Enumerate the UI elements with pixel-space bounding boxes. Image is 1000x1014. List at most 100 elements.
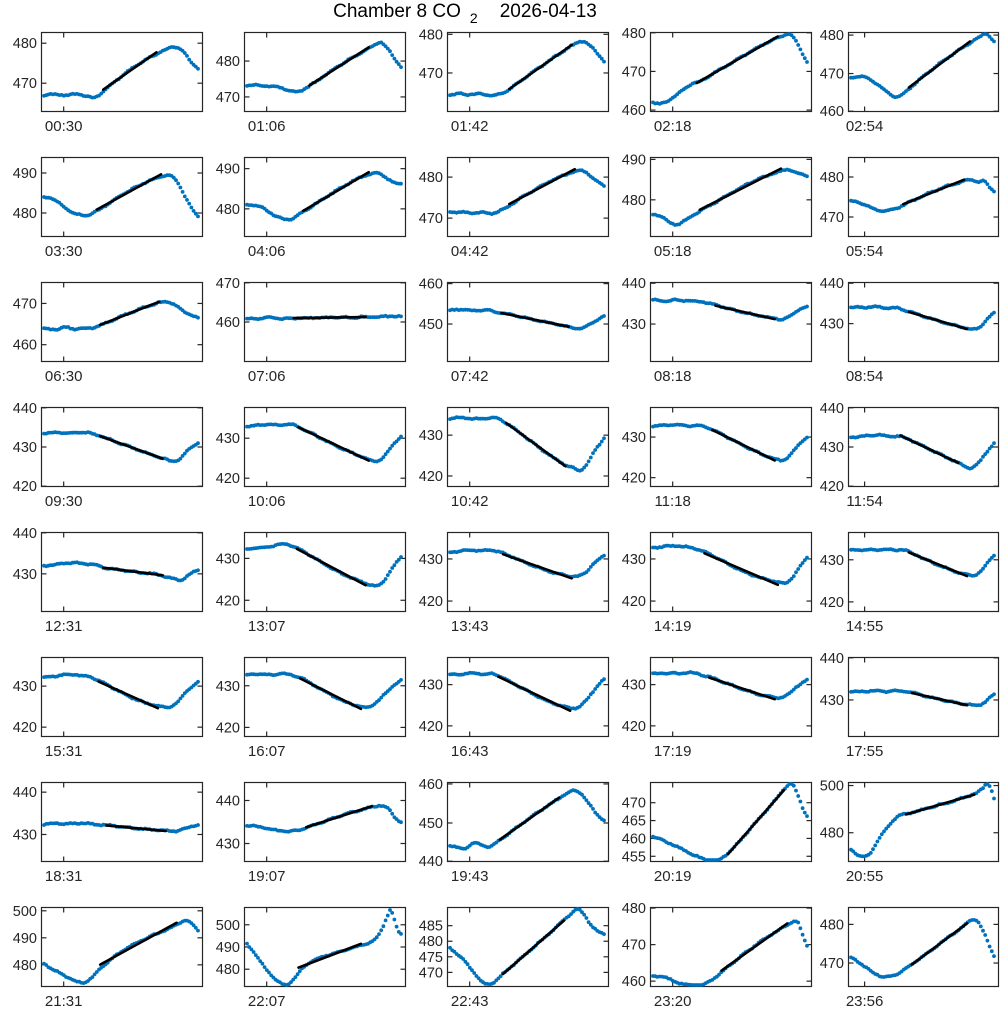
plot-box bbox=[446, 156, 610, 238]
y-tick-label: 480 bbox=[820, 917, 844, 933]
y-tick-label: 470 bbox=[216, 276, 240, 292]
subplot-cell: 440 430 12:31 bbox=[13, 526, 204, 635]
fit-line bbox=[707, 676, 777, 701]
fit-line bbox=[98, 434, 164, 460]
y-tick-label: 480 bbox=[622, 901, 646, 917]
subplot-cell: 430 420 10:42 bbox=[419, 406, 610, 510]
plot-box bbox=[446, 656, 610, 738]
subplot-cell: 490 480 04:06 bbox=[216, 156, 407, 260]
y-tick-label: 430 bbox=[13, 440, 37, 456]
fit-line bbox=[308, 46, 371, 87]
y-tick-label: 500 bbox=[216, 918, 240, 934]
x-tick-label: 00:30 bbox=[45, 118, 83, 135]
subplot-cell: 490 480 05:18 bbox=[622, 152, 813, 260]
data-dots bbox=[245, 908, 403, 987]
subplot-cell: 500 490 480 22:07 bbox=[216, 906, 407, 1010]
plot-box bbox=[446, 906, 610, 988]
y-tick-label: 460 bbox=[820, 104, 844, 120]
fit-line bbox=[507, 167, 577, 206]
plot-box bbox=[649, 31, 813, 113]
fit-line bbox=[907, 40, 972, 89]
y-tick-label: 430 bbox=[622, 317, 646, 333]
x-tick-label: 08:18 bbox=[654, 368, 692, 385]
plot-box bbox=[243, 781, 407, 863]
y-tick-label: 420 bbox=[419, 594, 443, 610]
y-tick-label: 440 bbox=[622, 276, 646, 292]
fit-line bbox=[102, 566, 164, 577]
y-tick-label: 430 bbox=[216, 551, 240, 567]
plot-box bbox=[847, 781, 1000, 863]
y-tick-label: 430 bbox=[419, 678, 443, 694]
y-tick-label: 475 bbox=[419, 950, 443, 966]
subplot-cell: 430 420 13:07 bbox=[216, 531, 407, 635]
y-tick-label: 480 bbox=[419, 934, 443, 950]
x-tick-label: 22:07 bbox=[248, 993, 286, 1010]
fit-line bbox=[504, 421, 567, 468]
title-date: 2026-04-13 bbox=[499, 1, 597, 22]
fit-line bbox=[497, 675, 572, 713]
x-tick-label: 17:55 bbox=[846, 743, 884, 760]
x-tick-label: 07:42 bbox=[451, 368, 489, 385]
y-tick-label: 460 bbox=[622, 974, 646, 990]
plot-box bbox=[243, 656, 407, 738]
plot-box bbox=[649, 531, 813, 613]
subplot-cell: 480 470 04:42 bbox=[419, 156, 610, 260]
x-tick-label: 13:43 bbox=[451, 618, 489, 635]
x-tick-label: 17:19 bbox=[654, 743, 692, 760]
plot-box bbox=[243, 531, 407, 613]
y-tick-label: 460 bbox=[622, 103, 646, 119]
x-tick-label: 16:07 bbox=[248, 743, 286, 760]
subplot-cell: 440 430 08:54 bbox=[820, 276, 1000, 385]
title-text: Chamber 8 CO bbox=[333, 1, 461, 22]
data-dots bbox=[245, 422, 403, 464]
data-dots bbox=[849, 432, 996, 471]
subplot-cell: 440 430 19:07 bbox=[216, 781, 407, 885]
fit-line bbox=[95, 173, 163, 211]
y-tick-label: 420 bbox=[622, 471, 646, 487]
y-tick-label: 460 bbox=[419, 777, 443, 793]
plot-box bbox=[446, 31, 610, 113]
y-tick-label: 480 bbox=[820, 28, 844, 44]
subplot-cell: 430 420 17:19 bbox=[622, 656, 813, 760]
plot-box bbox=[847, 31, 1000, 113]
fit-line bbox=[907, 551, 969, 578]
fit-line bbox=[295, 547, 367, 587]
y-tick-label: 440 bbox=[820, 276, 844, 292]
x-tick-label: 05:54 bbox=[846, 243, 884, 260]
figure-title: Chamber 8 CO 2 2026-04-13 bbox=[0, 1, 930, 26]
y-tick-label: 420 bbox=[13, 479, 37, 495]
y-tick-label: 440 bbox=[13, 785, 37, 801]
y-tick-label: 465 bbox=[622, 814, 646, 830]
fit-line bbox=[98, 921, 178, 966]
y-tick-label: 420 bbox=[419, 469, 443, 485]
y-tick-label: 420 bbox=[820, 595, 844, 611]
data-dots bbox=[448, 415, 606, 473]
y-tick-label: 420 bbox=[216, 471, 240, 487]
subplot-cell: 430 420 16:43 bbox=[419, 656, 610, 760]
y-tick-label: 455 bbox=[622, 849, 646, 865]
y-tick-label: 480 bbox=[820, 826, 844, 842]
y-tick-label: 430 bbox=[216, 679, 240, 695]
subplot-cell: 430 420 10:06 bbox=[216, 406, 407, 510]
plot-box bbox=[847, 531, 1000, 613]
y-tick-label: 470 bbox=[419, 66, 443, 82]
y-tick-label: 470 bbox=[419, 211, 443, 227]
y-tick-label: 480 bbox=[622, 193, 646, 209]
fit-line bbox=[720, 922, 789, 972]
fit-line bbox=[910, 691, 969, 707]
y-tick-label: 420 bbox=[622, 594, 646, 610]
y-tick-label: 470 bbox=[622, 64, 646, 80]
y-tick-label: 420 bbox=[419, 719, 443, 735]
x-tick-label: 04:42 bbox=[451, 243, 489, 260]
y-tick-label: 430 bbox=[820, 440, 844, 456]
plot-box bbox=[649, 281, 813, 363]
plot-box bbox=[649, 656, 813, 738]
fit-line bbox=[898, 434, 960, 465]
y-tick-label: 500 bbox=[13, 904, 37, 920]
subplot-cell: 480 470 460 02:18 bbox=[622, 26, 813, 135]
x-tick-label: 14:19 bbox=[654, 618, 692, 635]
subplot-cell: 480 470 23:56 bbox=[820, 906, 1000, 1010]
data-dots bbox=[448, 168, 606, 217]
x-tick-label: 13:07 bbox=[248, 618, 286, 635]
